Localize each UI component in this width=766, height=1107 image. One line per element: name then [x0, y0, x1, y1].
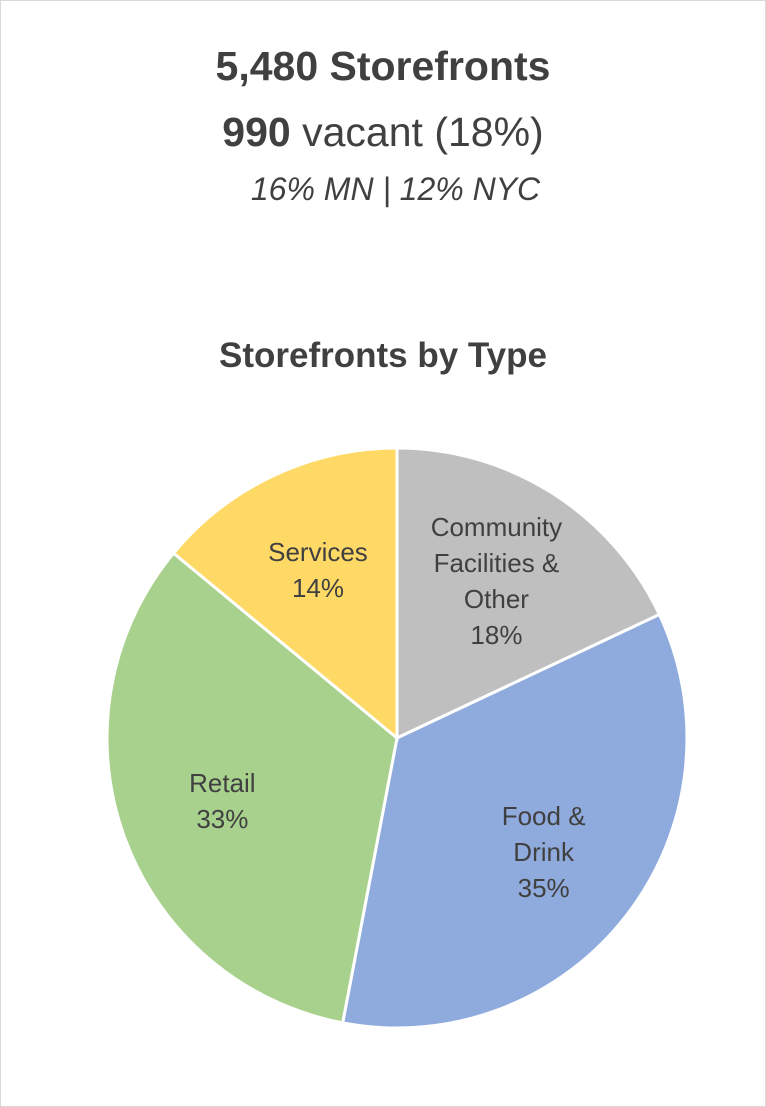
value-label: 18%: [470, 620, 523, 651]
pie-slice: [105, 551, 399, 1025]
slice-label: Community Facilities & Other 18%: [422, 509, 570, 653]
pie-slice: [395, 446, 662, 741]
slice-label: Retail 33%: [148, 765, 296, 837]
value-label: 14%: [291, 573, 344, 604]
chart-title: Storefronts by Type: [218, 336, 547, 375]
headline: 5,480 Storefronts: [215, 43, 551, 89]
value-label: 35%: [517, 872, 570, 903]
vacant-count: 990: [222, 109, 291, 155]
category-label: Services: [268, 537, 368, 568]
category-label: Food & Drink: [501, 800, 586, 867]
vacant-text: vacant (18%): [302, 109, 544, 155]
category-label: Community Facilities & Other: [430, 512, 563, 615]
category-label: Retail: [189, 767, 256, 798]
pie-slice: [171, 446, 399, 742]
vacancy-line: 990 vacant (18%): [1, 109, 765, 156]
comparison: 16% MN | 12% NYC: [250, 171, 541, 207]
value-label: 33%: [196, 803, 249, 834]
slice-label: Services 14%: [244, 534, 392, 606]
pie-slice: [340, 612, 689, 1030]
slice-label: Food & Drink 35%: [470, 798, 618, 906]
